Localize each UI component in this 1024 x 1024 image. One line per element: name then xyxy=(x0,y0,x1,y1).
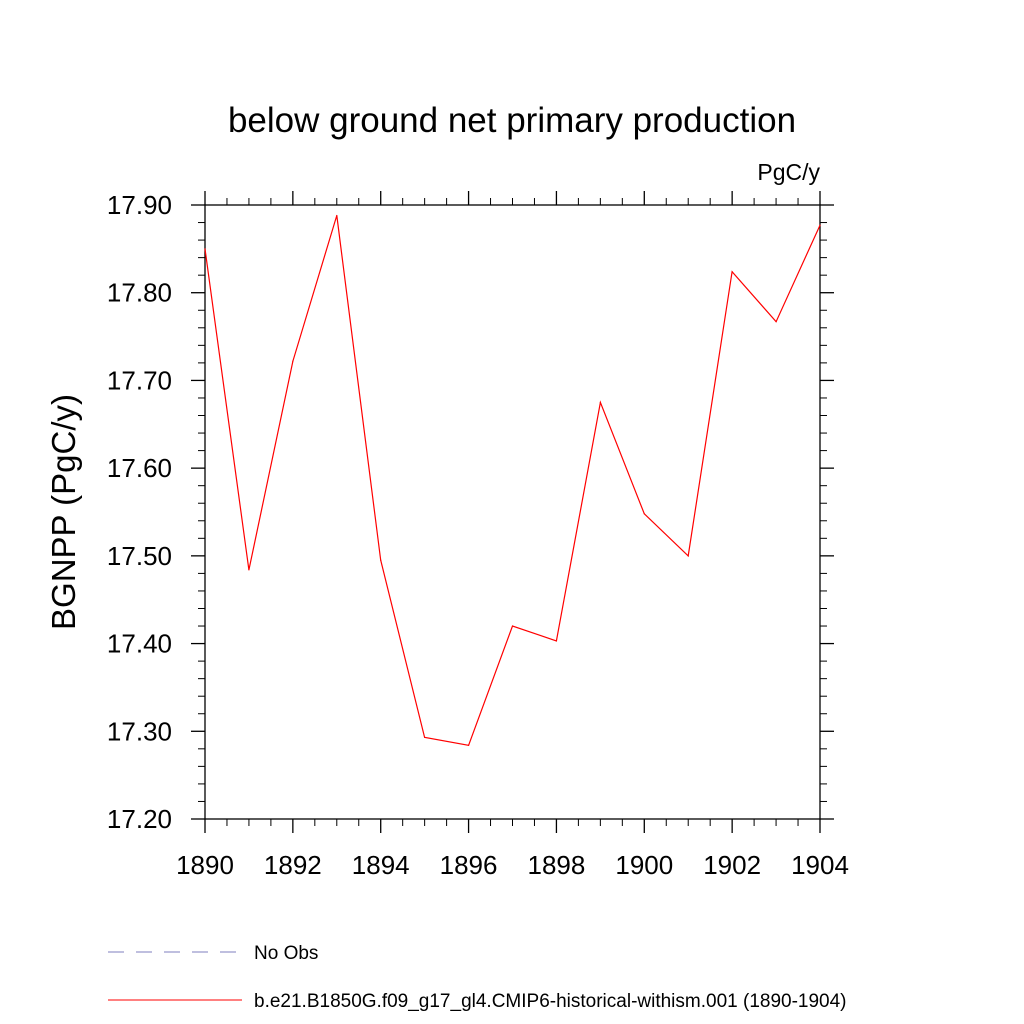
y-tick-label: 17.70 xyxy=(107,365,172,395)
data-point xyxy=(731,271,733,273)
data-point xyxy=(204,248,206,250)
x-tick-label: 1898 xyxy=(528,850,586,880)
y-tick-label: 17.80 xyxy=(107,278,172,308)
y-tick-label: 17.90 xyxy=(107,190,172,220)
y-tick-label: 17.30 xyxy=(107,716,172,746)
series-group xyxy=(204,214,821,746)
data-point xyxy=(380,559,382,561)
data-point xyxy=(643,513,645,515)
data-point xyxy=(292,360,294,362)
y-tick-label: 17.20 xyxy=(107,804,172,834)
data-point xyxy=(775,321,777,323)
legend-label: No Obs xyxy=(254,943,318,964)
legend-label: b.e21.B1850G.f09_g17_gl4.CMIP6-historica… xyxy=(254,991,847,1012)
axis-ticks xyxy=(191,191,834,833)
data-point xyxy=(819,224,821,226)
data-point xyxy=(687,555,689,557)
data-point xyxy=(511,625,514,627)
data-point xyxy=(467,744,470,746)
x-tick-label: 1902 xyxy=(703,850,761,880)
y-tick-label: 17.40 xyxy=(107,629,172,659)
data-point xyxy=(336,214,338,217)
axis-tick-labels: 1890 1892 1894 1896 1898 1900 1902 1904 17.20 17.… xyxy=(107,190,849,880)
data-point xyxy=(248,569,250,571)
x-tick-label: 1900 xyxy=(615,850,673,880)
x-tick-label: 1904 xyxy=(791,850,849,880)
units-label: PgC/y xyxy=(757,159,820,185)
x-tick-label: 1892 xyxy=(264,850,322,880)
data-point xyxy=(599,401,601,403)
data-point xyxy=(555,640,558,642)
x-tick-label: 1894 xyxy=(352,850,410,880)
x-tick-label: 1890 xyxy=(176,850,234,880)
y-tick-label: 17.60 xyxy=(107,453,172,483)
data-point xyxy=(424,736,426,739)
x-tick-label: 1896 xyxy=(440,850,498,880)
legend: No Obs b.e21.B1850G.f09_g17_gl4.CMIP6-his… xyxy=(108,943,847,1012)
y-axis-label: BGNPP (PgC/y) xyxy=(45,394,82,630)
chart-title: below ground net primary production xyxy=(228,101,796,140)
y-tick-label: 17.50 xyxy=(107,541,172,571)
series-line xyxy=(204,215,821,746)
